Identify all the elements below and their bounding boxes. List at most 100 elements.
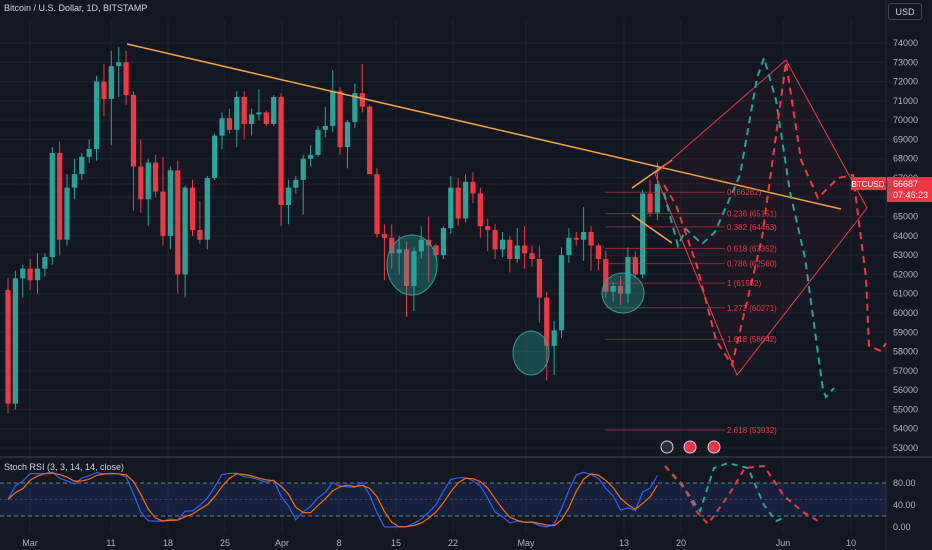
event-icon	[660, 440, 674, 454]
candle	[344, 122, 351, 148]
candle	[49, 152, 55, 258]
time-axis-label: Mar	[22, 538, 38, 548]
green-projection-path	[663, 54, 835, 399]
chart-title: Bitcoin / U.S. Dollar, 1D, BITSTAMP	[4, 3, 148, 13]
time-axis-label: 18	[163, 538, 173, 548]
candle	[654, 184, 661, 213]
stoch-axis-label: 0.00	[893, 522, 911, 532]
symbol-badge	[851, 177, 886, 191]
candle	[145, 162, 151, 200]
candle	[381, 233, 387, 238]
time-axis-label: 22	[448, 538, 458, 548]
stoch-axis-label: 80.00	[893, 478, 916, 488]
stoch-red-projection	[664, 464, 819, 526]
candle	[197, 230, 203, 240]
candle	[603, 259, 609, 292]
fib-label: 1.272 (60271)	[727, 304, 777, 313]
candle	[418, 239, 424, 252]
highlight-ellipse	[601, 272, 645, 314]
candle	[86, 149, 92, 157]
candle	[307, 154, 314, 159]
candle	[617, 286, 624, 294]
candle	[175, 170, 181, 275]
candle	[293, 179, 299, 188]
candle	[189, 187, 196, 231]
candle	[5, 289, 11, 404]
candle	[123, 62, 129, 96]
price-axis-label: 71000	[893, 96, 918, 106]
candle	[278, 97, 284, 205]
candle	[558, 255, 565, 331]
candle	[499, 239, 506, 250]
candle	[522, 245, 528, 254]
fib-label: 1.618 (58642)	[727, 335, 777, 344]
candle	[93, 81, 100, 150]
candle	[182, 187, 188, 275]
candle	[359, 93, 365, 107]
candle	[440, 228, 447, 256]
candle	[640, 193, 646, 275]
price-axis-label: 65000	[893, 212, 918, 222]
time-axis-label: Apr	[275, 538, 289, 548]
time-axis-label: 15	[391, 538, 401, 548]
candle	[153, 162, 159, 192]
candle	[632, 257, 638, 275]
descending-trendline	[126, 43, 842, 210]
price-axis-label: 61000	[893, 289, 918, 299]
price-axis-label: 54000	[893, 424, 918, 434]
price-axis-label: 74000	[893, 38, 918, 48]
candle	[256, 112, 262, 115]
price-axis-label: 69000	[893, 134, 918, 144]
time-axis-label: 13	[619, 538, 629, 548]
candle	[204, 178, 210, 240]
fib-label: 0.618 (63352)	[727, 244, 777, 253]
candle	[352, 93, 358, 123]
candle	[57, 152, 63, 240]
highlight-ellipse	[512, 330, 550, 376]
fib-label: 2.618 (53932)	[727, 426, 777, 435]
candle	[507, 239, 513, 259]
time-axis-label: 11	[106, 538, 115, 548]
candle	[226, 118, 232, 130]
currency-button[interactable]: USD	[888, 3, 922, 20]
candle	[485, 226, 491, 231]
red-projection-path	[663, 61, 887, 368]
candle	[27, 268, 33, 281]
candle	[12, 278, 18, 404]
candle	[42, 257, 48, 269]
candle	[212, 135, 218, 178]
candle	[595, 245, 601, 259]
candle	[433, 245, 439, 256]
candle	[138, 166, 144, 200]
price-axis-label: 68000	[893, 154, 918, 164]
projection-diamond	[654, 59, 868, 376]
candle	[588, 232, 594, 246]
candle	[71, 174, 78, 188]
candle	[411, 251, 417, 286]
price-axis-label: 53000	[893, 443, 918, 453]
candle	[470, 181, 476, 194]
candle	[389, 237, 395, 254]
candle	[241, 97, 247, 124]
candle	[581, 232, 587, 240]
candle	[403, 249, 410, 286]
price-axis-label: 63000	[893, 250, 918, 260]
stoch-d-line	[7, 472, 658, 528]
stoch-rsi-title: Stoch RSI (3, 3, 14, 14, close)	[4, 462, 125, 472]
last-price-text: 66687	[893, 179, 918, 189]
candle	[116, 62, 122, 67]
candle	[477, 193, 483, 227]
candle	[219, 118, 225, 136]
last-price-badge	[887, 177, 932, 203]
candle	[374, 174, 380, 234]
fib-label: 0.236 (65151)	[727, 210, 777, 219]
price-axis-label: 56000	[893, 385, 918, 395]
price-axis-label: 70000	[893, 115, 918, 125]
candle	[64, 187, 70, 240]
time-axis-label: 10	[846, 538, 856, 548]
candle	[167, 170, 173, 236]
price-axis-label: 73000	[893, 57, 918, 67]
time-axis-label: 20	[676, 538, 686, 548]
